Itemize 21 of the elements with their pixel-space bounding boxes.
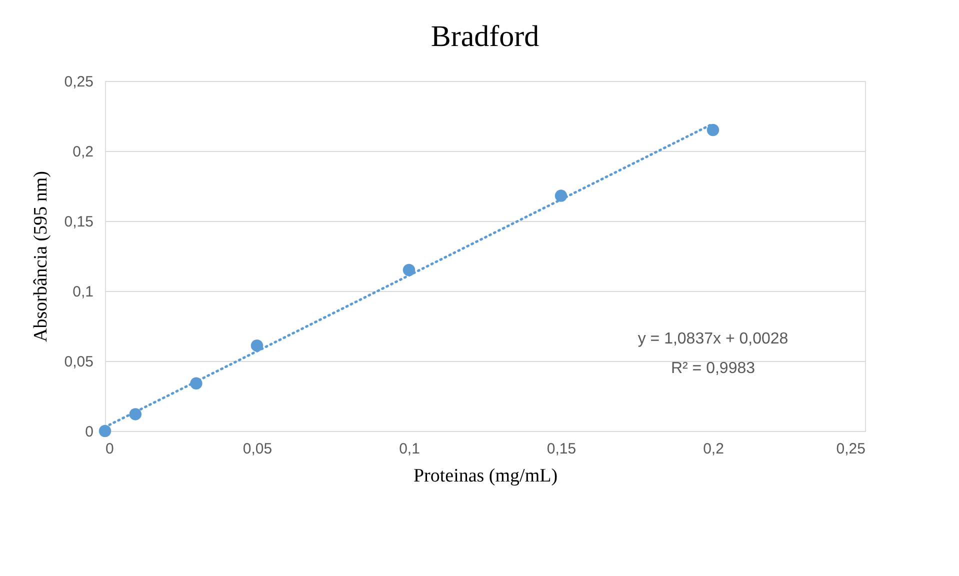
annotation: R² = 0,9983 bbox=[670, 360, 756, 377]
x-tick-label: 0,15 bbox=[546, 440, 576, 458]
point bbox=[706, 124, 720, 136]
y-tick-label: 0,25 bbox=[64, 74, 94, 90]
x-tick-label: 0 bbox=[106, 440, 114, 458]
y-tick-label: 0,2 bbox=[72, 144, 94, 160]
point bbox=[98, 424, 112, 438]
x-tick-label: 0,05 bbox=[242, 440, 272, 458]
point bbox=[250, 339, 264, 352]
x-axis-title: Proteinas (mg/mL) bbox=[413, 466, 558, 486]
chart-title: Bradford bbox=[430, 20, 540, 53]
point bbox=[402, 264, 416, 276]
annotation: y = 1,0837x + 0,0028 bbox=[638, 330, 788, 348]
x-tick-label: 0,1 bbox=[399, 440, 420, 458]
x-tick-label: 0,2 bbox=[703, 440, 724, 458]
y-tick-label: 0 bbox=[85, 424, 94, 440]
x-tick-label: 0,25 bbox=[836, 440, 866, 458]
y-tick-label: 0,1 bbox=[72, 284, 94, 300]
y-tick-label: 0,15 bbox=[64, 214, 94, 230]
y-axis-title: Absorbância (595 nm) bbox=[30, 171, 52, 342]
y-tick-label: 0,05 bbox=[64, 354, 94, 370]
